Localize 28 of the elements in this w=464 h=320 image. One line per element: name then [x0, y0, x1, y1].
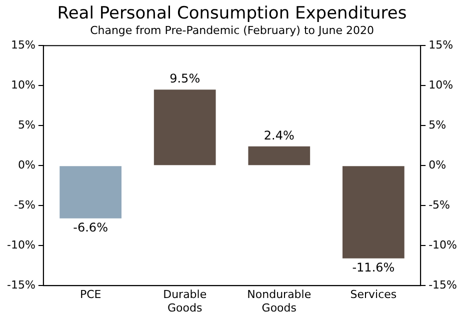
x-tick-label: Nondurable Goods	[247, 288, 312, 314]
y-tick-label: -15%	[6, 278, 36, 292]
x-tick-label: Services	[350, 288, 397, 302]
y-tick-label: -10%	[6, 238, 36, 252]
y-tick-label: -5%	[14, 198, 36, 212]
data-label: 9.5%	[170, 72, 200, 86]
chart-title: Real Personal Consumption Expenditures	[57, 4, 407, 24]
bar	[248, 146, 310, 166]
bar	[60, 166, 122, 218]
y2-tick-label: 0%	[428, 158, 446, 172]
y2-tick-label: 5%	[428, 118, 446, 132]
bar	[342, 166, 404, 258]
x-tick-label: PCE	[80, 288, 102, 302]
y2-tick-label: 10%	[428, 78, 454, 92]
y2-tick-label: 15%	[428, 38, 454, 52]
y2-tick-label: -15%	[428, 278, 458, 292]
y-tick-label: 10%	[10, 78, 36, 92]
y2-tick-label: -5%	[428, 198, 450, 212]
y2-tick-label: -10%	[428, 238, 458, 252]
chart-subtitle: Change from Pre-Pandemic (February) to June 2020	[90, 24, 374, 37]
data-label: -11.6%	[352, 260, 395, 275]
x-tick-label: Durable Goods	[163, 288, 207, 314]
y-tick-label: 0%	[18, 158, 36, 172]
bar	[154, 90, 216, 166]
y-tick-label: 5%	[18, 118, 36, 132]
data-label: -6.6%	[73, 220, 108, 235]
y-tick-label: 15%	[10, 38, 36, 52]
data-label: 2.4%	[264, 128, 294, 143]
